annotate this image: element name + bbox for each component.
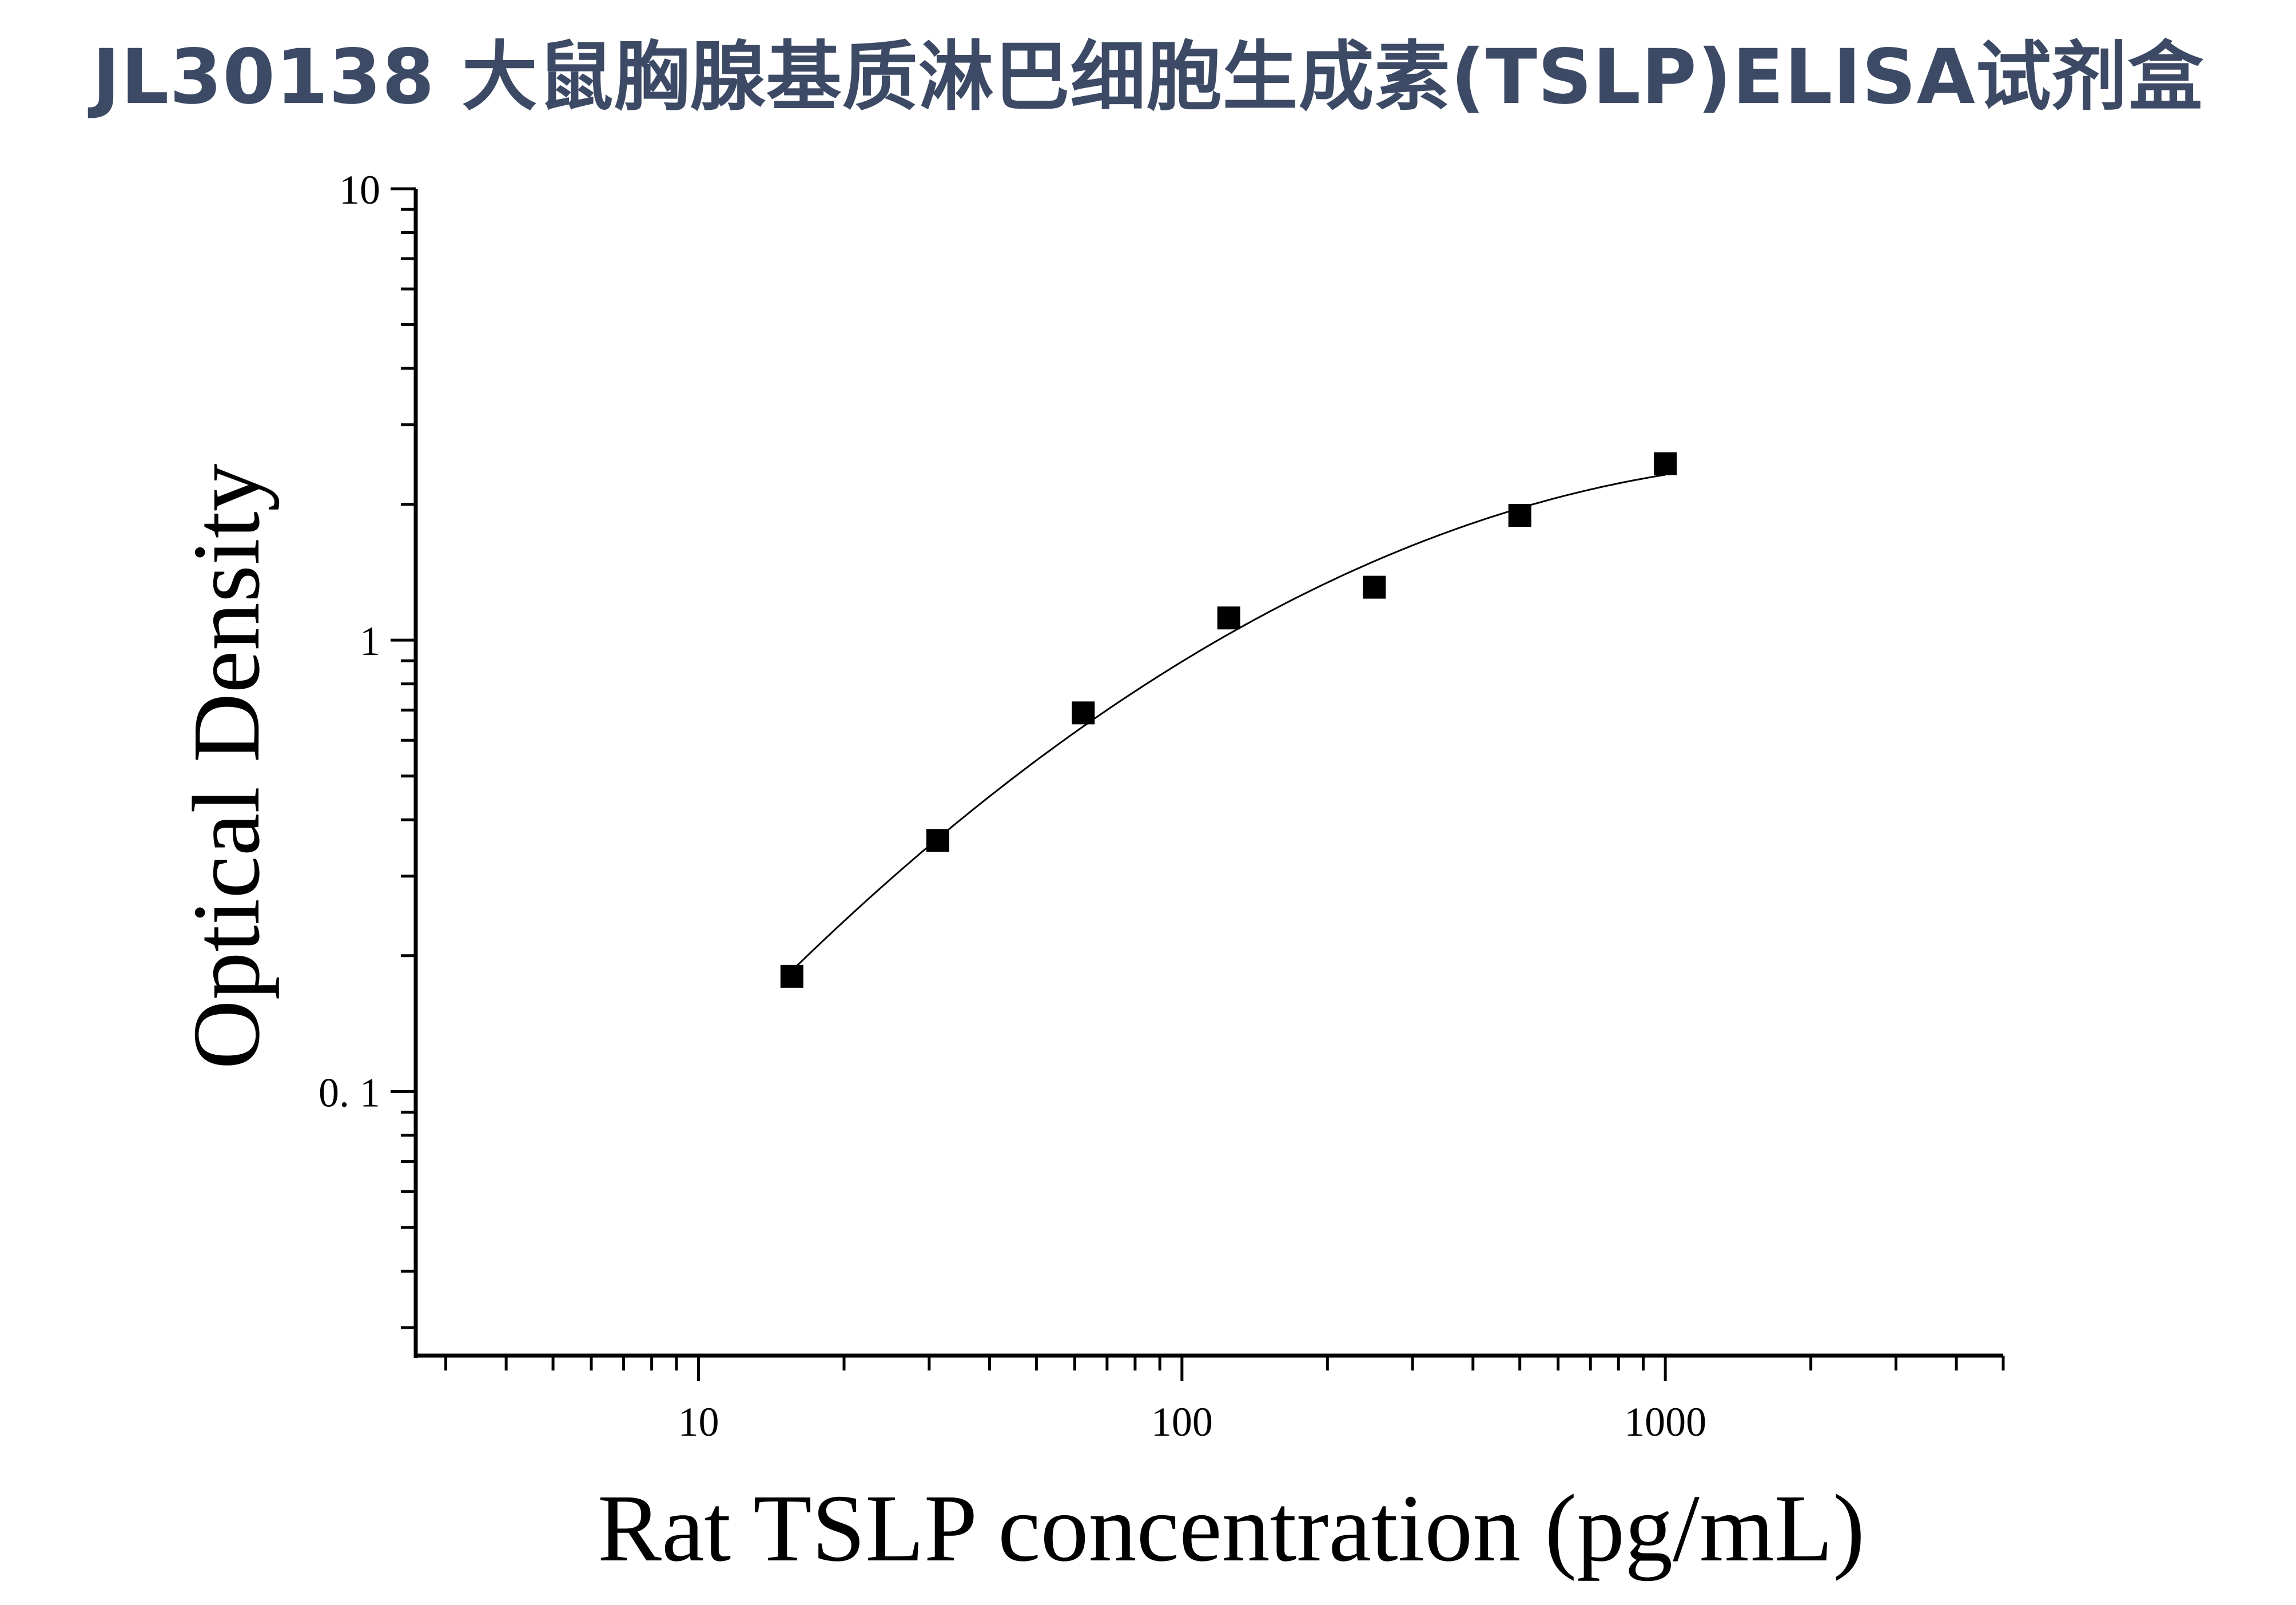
fit-curve-layer [791, 474, 1666, 972]
x-tick-label: 1000 [1624, 1399, 1706, 1445]
y-axis-title: Optical Density [173, 463, 280, 1069]
data-point [1072, 701, 1095, 725]
x-tick-label: 10 [678, 1399, 719, 1445]
fit-curve [791, 474, 1666, 972]
data-point [1654, 452, 1677, 475]
axes: 0. 1 1 10 10 100 1000 [319, 167, 2005, 1445]
data-points-layer [780, 452, 1677, 988]
x-axis-title: Rat TSLP concentration (pg/mL) [598, 1475, 1865, 1582]
y-tick-label: 10 [339, 167, 380, 213]
x-tick-label: 100 [1151, 1399, 1213, 1445]
data-point [1217, 606, 1240, 630]
data-point [1508, 503, 1531, 527]
y-tick-label: 0. 1 [319, 1070, 380, 1115]
data-point [780, 964, 803, 988]
y-tick-label: 1 [360, 618, 380, 664]
chart-title: JL30138 大鼠胸腺基质淋巴细胞生成素(TSLP)ELISA试剂盒 [92, 33, 2204, 121]
data-point [1363, 575, 1386, 599]
data-point [926, 829, 949, 852]
